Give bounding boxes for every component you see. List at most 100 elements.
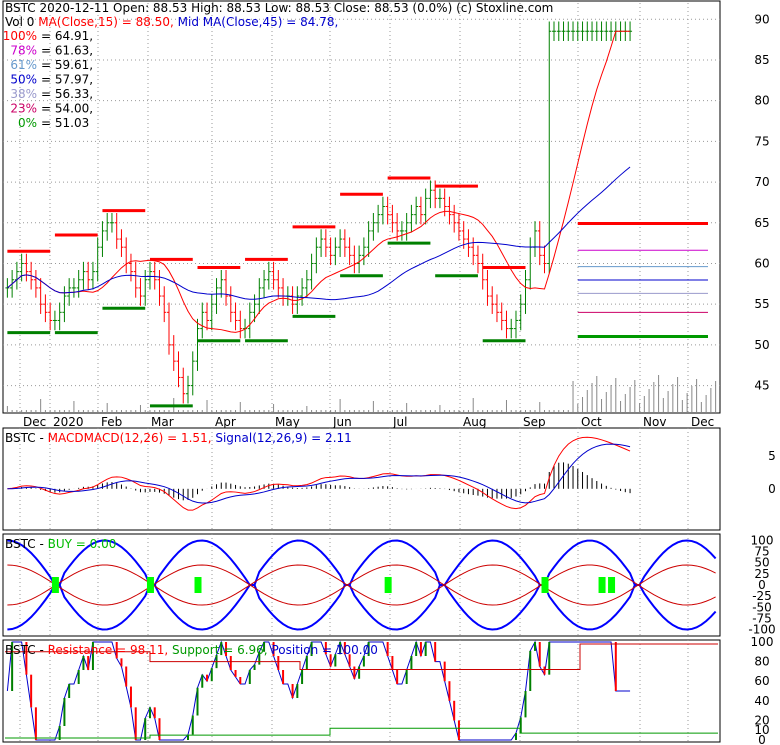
price-tick-label: 85 xyxy=(754,53,769,67)
volume-bar xyxy=(453,410,455,412)
volume-bar xyxy=(158,410,160,412)
volume-bar xyxy=(658,375,660,412)
volume-bar xyxy=(434,410,436,412)
volume-bar xyxy=(344,410,346,412)
volume-bar xyxy=(363,410,365,412)
volume-bar xyxy=(273,404,275,412)
buy-signal-marker xyxy=(541,577,549,593)
volume-bar xyxy=(572,381,574,412)
volume-bar xyxy=(677,377,679,412)
buy-tick-label: -25 xyxy=(752,589,772,603)
volume-bar xyxy=(610,385,612,412)
volume-bar xyxy=(97,410,99,412)
volume-bar xyxy=(59,410,61,412)
volume-bar xyxy=(472,398,474,412)
volume-bar xyxy=(139,405,141,412)
date-tick-label: Jul xyxy=(392,415,407,429)
volume-bar xyxy=(634,380,636,412)
price-panel-frame xyxy=(2,0,721,414)
volume-bar xyxy=(515,410,517,412)
volume-bar xyxy=(106,403,108,412)
svg-text:BSTC - MACDMACD(12,26) = 1.51,: BSTC - MACDMACD(12,26) = 1.51, Signal(12… xyxy=(5,431,352,445)
price-tick-label: 60 xyxy=(754,256,769,270)
buy-tick-label: 25 xyxy=(754,567,769,581)
volume-bar xyxy=(63,410,65,412)
support-line xyxy=(5,727,718,739)
res-tick-label: 0 xyxy=(758,733,766,745)
date-tick-label: Feb xyxy=(101,415,122,429)
volume-bar xyxy=(700,402,702,412)
svg-text:BSTC - BUY = 0.00: BSTC - BUY = 0.00 xyxy=(5,537,116,551)
volume-bar xyxy=(482,410,484,412)
volume-bar xyxy=(501,410,503,412)
volume-bar xyxy=(553,410,555,412)
buy-lower-band xyxy=(7,584,717,631)
buy-panel-frame xyxy=(2,533,721,637)
buy-tick-label: 75 xyxy=(754,545,769,559)
volume-bar xyxy=(306,406,308,412)
volume-bar xyxy=(396,410,398,412)
volume-bar xyxy=(667,391,669,412)
volume-bar xyxy=(35,410,37,412)
volume-bar xyxy=(429,410,431,412)
volume-bar xyxy=(582,397,584,412)
volume-bar xyxy=(629,387,631,412)
ma45-line xyxy=(7,166,631,301)
volume-bar xyxy=(54,410,56,412)
macd-tick-label: 0 xyxy=(768,482,776,496)
volume-bar xyxy=(620,401,622,412)
volume-bar xyxy=(368,410,370,412)
date-tick-label: May xyxy=(275,415,300,429)
volume-bar xyxy=(520,410,522,412)
volume-bar xyxy=(187,410,189,412)
volume-bar xyxy=(401,410,403,412)
volume-bar xyxy=(510,410,512,412)
volume-bar xyxy=(491,410,493,412)
volume-bar xyxy=(254,410,256,412)
res-panel-frame xyxy=(2,639,721,743)
volume-bar xyxy=(406,403,408,412)
volume-bar xyxy=(197,410,199,412)
buy-upper-band xyxy=(7,539,717,586)
grid-lines xyxy=(3,3,720,742)
volume-bar xyxy=(439,405,441,412)
volume-bar xyxy=(577,404,579,412)
volume-bar xyxy=(339,399,341,412)
volume-bar xyxy=(710,388,712,412)
volume-bar xyxy=(615,378,617,412)
price-tick-label: 70 xyxy=(754,175,769,189)
volume-bar xyxy=(249,410,251,412)
fib-level-pct: 50% xyxy=(10,73,37,87)
buy-tick-label: 50 xyxy=(754,556,769,570)
buy-signal-marker xyxy=(194,577,202,593)
volume-bar xyxy=(705,395,707,412)
volume-bar xyxy=(544,410,546,412)
res-layer xyxy=(5,640,718,741)
date-tick-label: Sep xyxy=(523,415,546,429)
fib-level-pct: 23% xyxy=(10,102,37,116)
volume-bar xyxy=(467,410,469,412)
volume-bar xyxy=(277,410,279,412)
volume-bar xyxy=(387,410,389,412)
res-tick-label: 60 xyxy=(754,674,769,688)
volume-bar xyxy=(567,410,569,412)
volume-bar xyxy=(696,379,698,412)
buy-signal-marker xyxy=(51,577,59,593)
res-tick-label: 10 xyxy=(754,723,769,737)
volume-bar xyxy=(505,400,507,412)
volume-bar xyxy=(353,410,355,412)
ma15-label: MA(Close,15) = 88.50, xyxy=(38,15,174,29)
volume-bar xyxy=(444,410,446,412)
volume-bar xyxy=(292,410,294,412)
volume-bar xyxy=(101,410,103,412)
date-tick-label: Aug xyxy=(463,415,486,429)
volume-bar xyxy=(558,410,560,412)
volume-bar xyxy=(463,410,465,412)
buy-line-2 xyxy=(7,564,716,606)
volume-bar xyxy=(330,410,332,412)
fib-level-value: = 64.91, xyxy=(41,29,93,43)
volume-bar xyxy=(548,410,550,412)
fib-level-value: = 54.00, xyxy=(41,102,93,116)
volume-bar xyxy=(715,381,717,412)
volume-bar xyxy=(130,410,132,412)
